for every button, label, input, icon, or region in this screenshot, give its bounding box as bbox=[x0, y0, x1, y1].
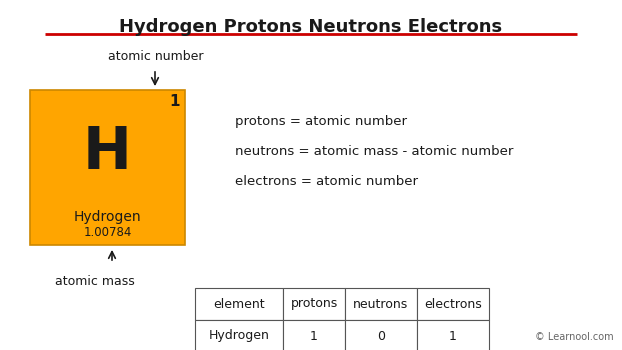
Text: H: H bbox=[83, 124, 132, 181]
Text: electrons: electrons bbox=[424, 298, 482, 310]
Text: 1: 1 bbox=[449, 329, 457, 343]
Text: atomic number: atomic number bbox=[108, 50, 203, 63]
Text: electrons = atomic number: electrons = atomic number bbox=[235, 175, 418, 188]
Bar bbox=[417, 320, 489, 350]
Text: protons = atomic number: protons = atomic number bbox=[235, 115, 407, 128]
Bar bbox=[345, 288, 417, 320]
Bar bbox=[283, 288, 345, 320]
Text: neutrons = atomic mass - atomic number: neutrons = atomic mass - atomic number bbox=[235, 145, 513, 158]
Bar bbox=[30, 90, 185, 245]
Text: Hydrogen Protons Neutrons Electrons: Hydrogen Protons Neutrons Electrons bbox=[119, 18, 503, 36]
Text: 1.00784: 1.00784 bbox=[83, 225, 132, 238]
Text: 0: 0 bbox=[377, 329, 385, 343]
Text: neutrons: neutrons bbox=[353, 298, 409, 310]
Bar bbox=[283, 320, 345, 350]
Text: © Learnool.com: © Learnool.com bbox=[536, 332, 614, 342]
Text: 1: 1 bbox=[170, 94, 180, 109]
Text: atomic mass: atomic mass bbox=[55, 275, 135, 288]
Text: Hydrogen: Hydrogen bbox=[208, 329, 269, 343]
Bar bbox=[417, 288, 489, 320]
Text: protons: protons bbox=[290, 298, 338, 310]
Bar bbox=[195, 288, 283, 320]
Text: Hydrogen: Hydrogen bbox=[73, 210, 141, 224]
Bar bbox=[195, 320, 283, 350]
Bar bbox=[345, 320, 417, 350]
Text: 1: 1 bbox=[310, 329, 318, 343]
Text: element: element bbox=[213, 298, 265, 310]
